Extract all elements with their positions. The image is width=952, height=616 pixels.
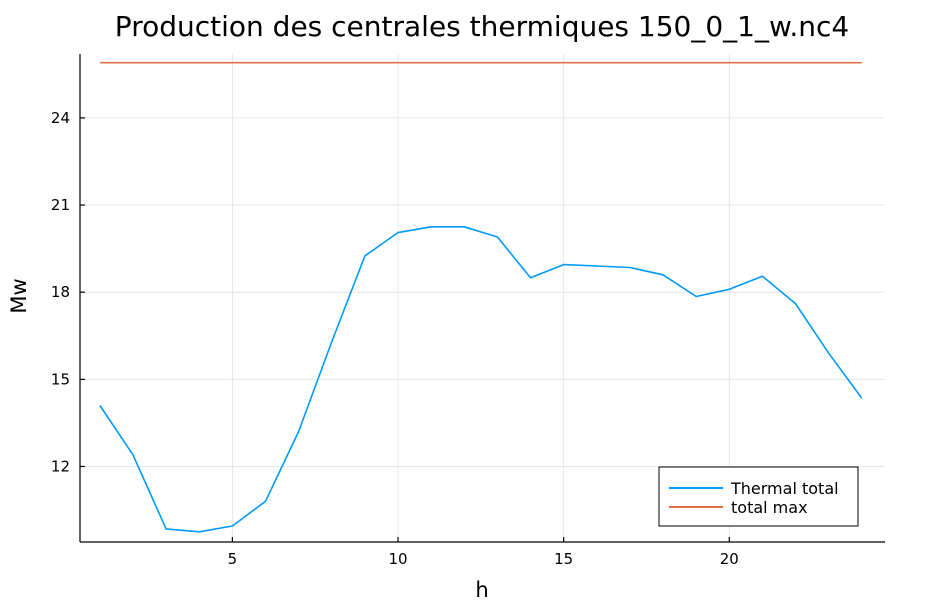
data-series [99, 61, 863, 533]
legend-label-total-max: total max [731, 498, 808, 517]
y-axis-label: Mw [7, 278, 31, 313]
x-tick-label: 5 [228, 550, 238, 568]
grid [80, 54, 885, 542]
tick-labels: 5 10 15 20 12 15 18 21 24 [51, 109, 739, 568]
axes [79, 54, 885, 543]
x-tick-label: 15 [554, 550, 573, 568]
x-tick-label: 20 [720, 550, 739, 568]
legend-label-thermal-total: Thermal total [730, 479, 839, 498]
y-tick-label: 15 [51, 370, 70, 388]
chart-title: Production des centrales thermiques 150_… [115, 10, 849, 43]
x-tick-label: 10 [388, 550, 407, 568]
legend: Thermal total total max [658, 466, 859, 527]
y-tick-label: 18 [51, 283, 70, 301]
legend-box [658, 466, 859, 527]
y-tick-label: 21 [51, 196, 70, 214]
x-axis-label: h [475, 578, 488, 602]
y-tick-label: 12 [51, 457, 70, 475]
series-line-0 [99, 226, 863, 533]
y-tick-label: 24 [51, 109, 70, 127]
